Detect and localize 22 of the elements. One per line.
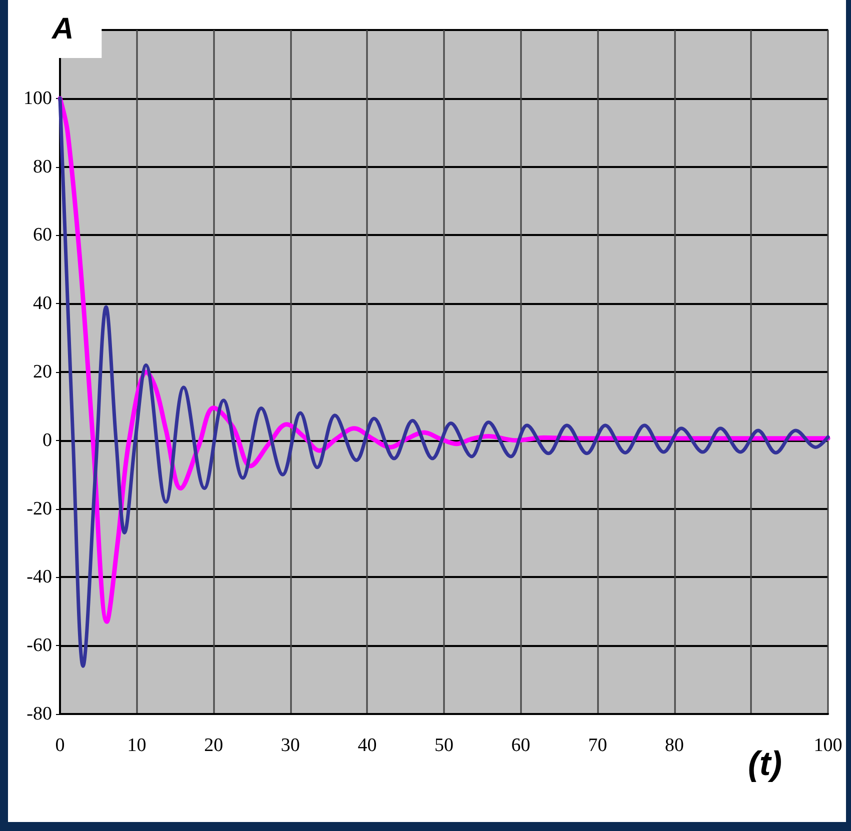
x-tick-label: 70 bbox=[588, 735, 608, 756]
x-tick-label: 50 bbox=[434, 735, 454, 756]
y-tick-label: 80 bbox=[33, 156, 52, 178]
chart-title: A bbox=[51, 12, 74, 46]
y-tick-label: 0 bbox=[42, 430, 52, 451]
x-tick-label: 20 bbox=[204, 735, 224, 756]
y-tick-label: 40 bbox=[33, 293, 52, 314]
y-tick-label: -20 bbox=[26, 498, 52, 520]
x-axis-title: (t) bbox=[748, 745, 782, 783]
x-tick-label: 40 bbox=[358, 735, 377, 756]
x-tick-label: 100 bbox=[814, 735, 842, 756]
y-tick-label: 20 bbox=[33, 362, 52, 382]
y-tick-label: -80 bbox=[26, 704, 52, 724]
x-tick-label: 30 bbox=[280, 735, 300, 756]
x-tick-label: 0 bbox=[55, 735, 65, 756]
y-tick-label: -60 bbox=[26, 635, 52, 656]
y-tick-label: 60 bbox=[33, 224, 52, 246]
y-tick-label: -40 bbox=[26, 566, 52, 588]
y-tick-label: 100 bbox=[24, 88, 52, 109]
x-tick-label: 10 bbox=[127, 735, 146, 756]
x-tick-label: 80 bbox=[664, 735, 684, 756]
x-tick-label: 60 bbox=[511, 735, 530, 756]
